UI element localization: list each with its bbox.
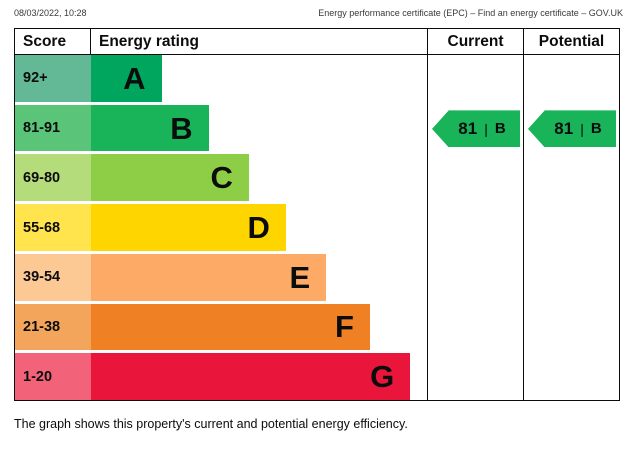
print-datetime: 08/03/2022, 10:28 — [14, 8, 87, 18]
band-letter-d: D — [247, 210, 270, 246]
band-letter-e: E — [289, 259, 311, 295]
epc-rating-table: Score Energy rating Current Potential 92… — [14, 28, 620, 401]
band-row-d: D — [91, 204, 427, 254]
score-cell-b: 81-91 — [15, 104, 91, 155]
score-cell-e: 39-54 — [15, 253, 91, 304]
band-bar-b: B — [91, 104, 209, 152]
potential-rating-letter: B — [590, 120, 602, 138]
band-letter-f: F — [334, 309, 354, 345]
band-bar-g: G — [91, 353, 411, 401]
band-letter-g: G — [370, 359, 395, 395]
score-cell-a: 92+ — [15, 55, 91, 105]
band-letter-c: C — [210, 160, 233, 196]
band-bar-f: F — [91, 303, 370, 351]
score-column: 92+ 81-91 69-80 55-68 39-54 21-38 1-20 — [15, 55, 91, 401]
band-row-a: A — [91, 55, 427, 105]
potential-rating-arrow: 81 | B — [528, 110, 616, 148]
print-header: 08/03/2022, 10:28 Energy performance cer… — [0, 0, 641, 19]
chart-caption: The graph shows this property's current … — [14, 417, 408, 431]
score-cell-g: 1-20 — [15, 353, 91, 401]
print-title: Energy performance certificate (EPC) – F… — [318, 8, 623, 18]
potential-header: Potential — [523, 29, 619, 54]
score-cell-f: 21-38 — [15, 303, 91, 354]
rating-divider: | — [484, 120, 488, 137]
band-bar-d: D — [91, 204, 286, 251]
band-letter-a: A — [123, 60, 146, 96]
current-column: 81 | B — [427, 55, 523, 400]
band-row-e: E — [91, 253, 427, 304]
current-rating-letter: B — [494, 120, 506, 138]
band-row-g: G — [91, 353, 427, 401]
rating-divider: | — [580, 120, 584, 137]
score-cell-d: 55-68 — [15, 204, 91, 254]
band-letter-b: B — [170, 110, 193, 146]
band-bar-c: C — [91, 154, 249, 202]
band-row-b: B — [91, 104, 427, 155]
score-cell-c: 69-80 — [15, 154, 91, 205]
band-bar-e: E — [91, 253, 327, 301]
current-rating-value: 81 — [458, 118, 478, 138]
potential-rating-value: 81 — [554, 118, 574, 138]
band-row-c: C — [91, 154, 427, 205]
band-row-f: F — [91, 303, 427, 354]
score-header: Score — [15, 29, 91, 54]
epc-page: 08/03/2022, 10:28 Energy performance cer… — [0, 0, 641, 431]
table-header-row: Score Energy rating Current Potential — [15, 29, 619, 55]
current-header: Current — [427, 29, 523, 54]
current-rating-arrow: 81 | B — [432, 110, 520, 148]
potential-column: 81 | B — [523, 55, 619, 400]
band-bar-a: A — [91, 55, 162, 102]
energy-rating-header: Energy rating — [99, 33, 199, 50]
